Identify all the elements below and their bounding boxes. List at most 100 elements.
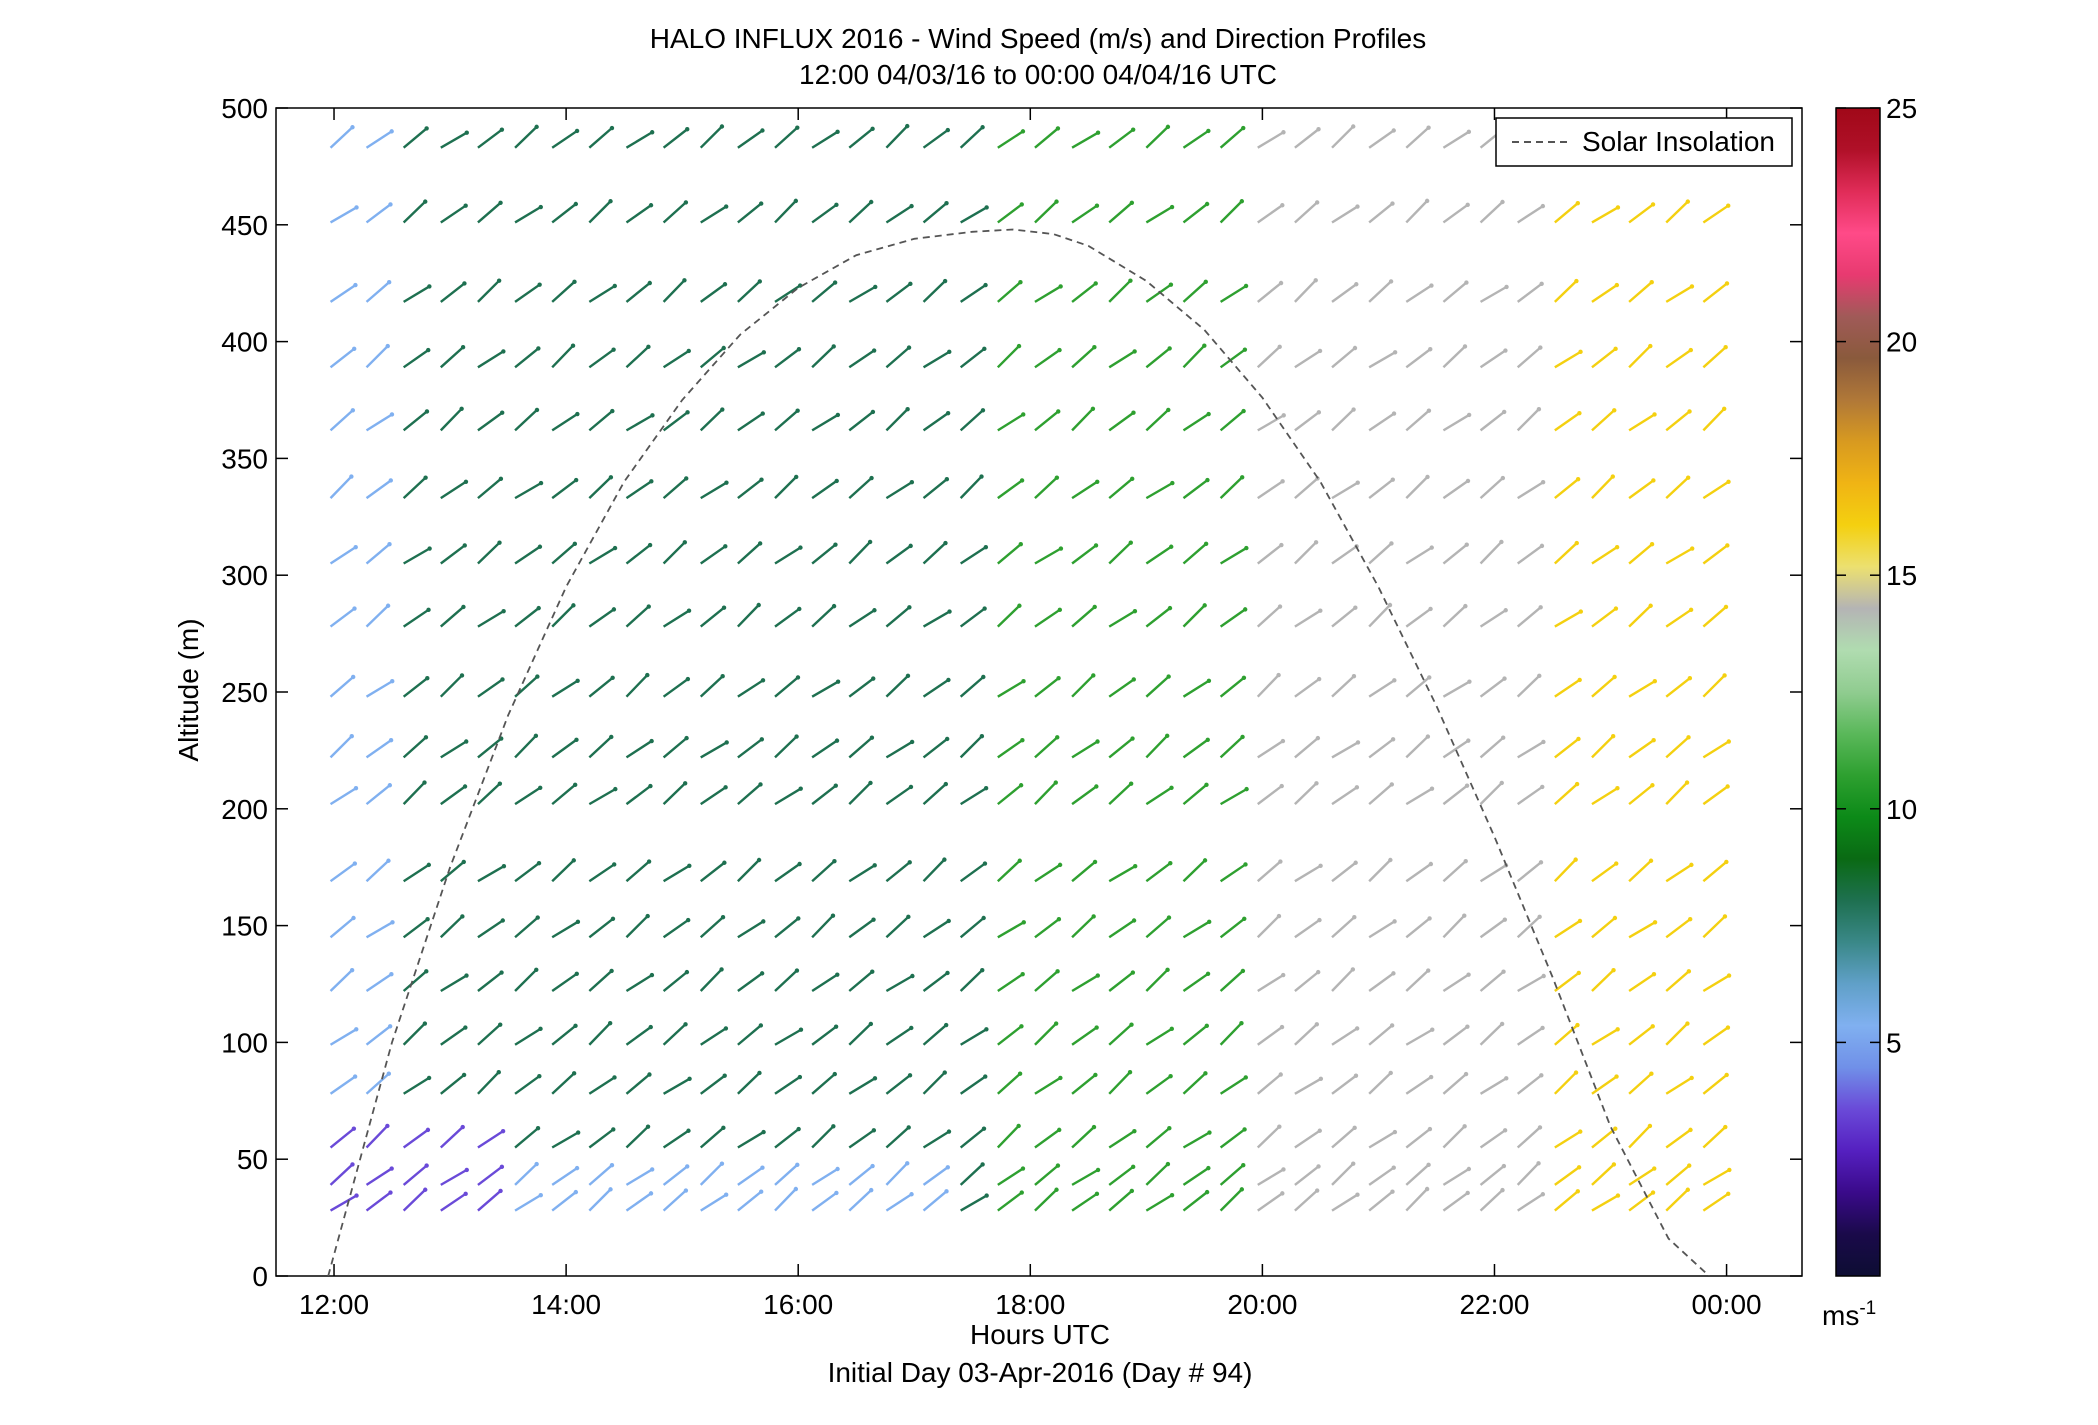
- wind-arrow: [1331, 347, 1356, 369]
- wind-arrow: [922, 737, 948, 759]
- wind-arrow: [477, 865, 505, 883]
- wind-arrow: [514, 205, 542, 224]
- wind-arrow: [774, 917, 800, 939]
- wind-arrow: [1071, 606, 1096, 628]
- wind-arrow: [329, 546, 357, 565]
- wind-arrow: [402, 1164, 428, 1186]
- wind-arrow-head: [610, 408, 615, 414]
- wind-arrow: [997, 1191, 1023, 1212]
- y-tick-label: 0: [252, 1261, 268, 1292]
- wind-arrow-head: [613, 786, 618, 792]
- wind-arrow-head: [498, 1188, 503, 1194]
- wind-arrow-head: [388, 478, 393, 483]
- wind-arrow: [1665, 677, 1691, 698]
- wind-arrow: [1034, 970, 1059, 992]
- wind-arrow-head: [905, 406, 910, 412]
- wind-arrow: [1554, 202, 1579, 224]
- wind-arrow-head: [533, 733, 539, 739]
- wind-arrow-head: [534, 1161, 539, 1167]
- wind-arrow: [402, 200, 427, 224]
- wind-arrow: [1368, 1190, 1394, 1212]
- wind-arrow-head: [1202, 858, 1208, 863]
- wind-arrow-head: [835, 972, 840, 977]
- wind-arrow-head: [1501, 1163, 1507, 1169]
- wind-arrow-head: [979, 733, 985, 739]
- wind-arrow-head: [1392, 1129, 1398, 1135]
- wind-arrow-head: [1277, 1124, 1282, 1129]
- wind-arrow: [811, 1073, 836, 1095]
- wind-arrow: [774, 476, 798, 499]
- wind-arrow: [1108, 865, 1136, 883]
- wind-arrow: [588, 200, 612, 224]
- wind-arrow-head: [757, 1070, 762, 1076]
- wind-arrow: [1219, 1022, 1243, 1046]
- wind-arrow: [1256, 345, 1281, 369]
- wind-arrow-head: [1539, 543, 1545, 549]
- wind-arrow-head: [1241, 1163, 1246, 1168]
- wind-arrow: [1108, 411, 1135, 432]
- wind-arrow-head: [354, 1027, 359, 1032]
- wind-arrow: [1071, 1073, 1097, 1095]
- wind-arrow-head: [682, 540, 688, 545]
- wind-arrow: [1405, 284, 1433, 303]
- y-tick-label: 100: [221, 1027, 268, 1058]
- colorbar-ticks: 5 10 15 20 25: [1836, 93, 1917, 1058]
- wind-arrow-head: [459, 673, 465, 678]
- wind-arrow-head: [1428, 861, 1434, 867]
- wind-arrow-head: [460, 345, 466, 350]
- wind-arrow-head: [1202, 603, 1207, 608]
- wind-arrow-head: [761, 919, 766, 924]
- wind-arrow-head: [870, 409, 876, 415]
- wind-arrow-head: [1500, 735, 1506, 740]
- wind-arrow-head: [1463, 1071, 1469, 1077]
- wind-arrow-head: [1725, 543, 1730, 548]
- wind-arrow: [588, 1128, 615, 1149]
- wind-arrow: [922, 678, 950, 698]
- wind-arrow-head: [572, 279, 577, 285]
- wind-arrow-head: [1351, 407, 1356, 412]
- wind-arrow-head: [1687, 409, 1692, 414]
- wind-arrow: [1034, 918, 1060, 939]
- wind-arrow: [960, 1194, 988, 1212]
- wind-arrow-head: [1652, 1166, 1657, 1171]
- wind-arrow-head: [719, 1161, 725, 1166]
- wind-arrow-head: [1425, 474, 1430, 480]
- wind-arrow-head: [1352, 1125, 1357, 1131]
- wind-arrow-head: [1130, 970, 1136, 975]
- wind-arrow: [477, 279, 500, 303]
- wind-arrow: [1331, 125, 1355, 149]
- wind-arrow-head: [610, 675, 615, 680]
- wind-arrow: [439, 407, 463, 432]
- wind-arrow-head: [571, 1071, 577, 1076]
- wind-arrow-head: [1353, 1073, 1359, 1078]
- wind-arrow-head: [1463, 603, 1468, 609]
- wind-arrow-head: [685, 1164, 690, 1169]
- wind-arrow-head: [981, 915, 986, 921]
- wind-arrow: [1554, 783, 1578, 806]
- wind-arrow-head: [387, 783, 393, 788]
- wind-arrow: [1405, 126, 1430, 149]
- wind-arrow-head: [1390, 477, 1395, 482]
- wind-arrow: [811, 914, 834, 939]
- wind-arrow-head: [461, 604, 466, 610]
- wind-arrow: [1554, 1166, 1580, 1186]
- wind-arrow: [1331, 786, 1358, 806]
- wind-arrow: [329, 126, 354, 149]
- wind-arrow: [737, 129, 764, 149]
- wind-arrow: [1517, 974, 1545, 993]
- wind-arrow: [551, 542, 576, 565]
- wind-arrow: [848, 541, 871, 565]
- wind-arrow-head: [1539, 1073, 1544, 1078]
- wind-arrow-head: [1091, 673, 1096, 678]
- wind-arrow: [922, 478, 948, 500]
- wind-arrow: [514, 1163, 538, 1186]
- wind-arrow-head: [980, 408, 986, 413]
- wind-arrow: [439, 915, 464, 939]
- wind-arrow-head: [1206, 411, 1211, 417]
- wind-arrow: [662, 1077, 691, 1095]
- wind-arrow-head: [535, 1126, 541, 1131]
- wind-arrow-head: [499, 410, 505, 415]
- wind-arrow-head: [1095, 739, 1100, 744]
- wind-arrow: [1516, 915, 1541, 939]
- wind-arrow-head: [1538, 860, 1544, 865]
